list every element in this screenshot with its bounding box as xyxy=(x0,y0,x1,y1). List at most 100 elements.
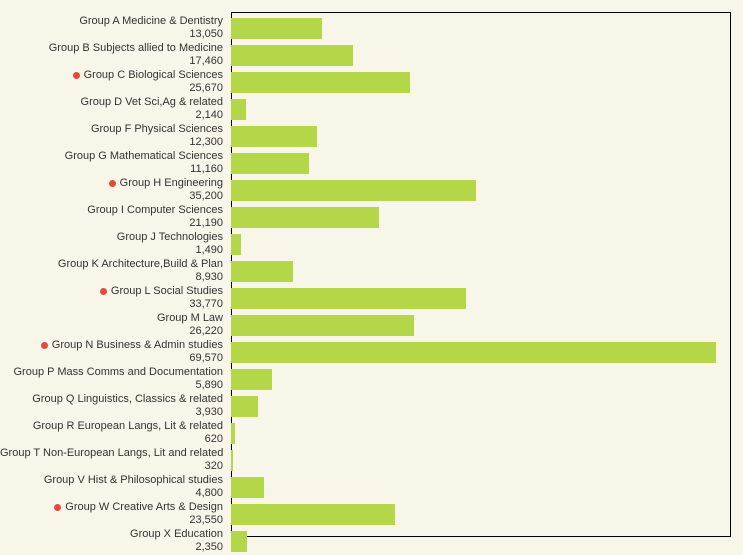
chart-row: Group Q Linguistics, Classics & related3… xyxy=(0,393,731,420)
row-labels: Group F Physical Sciences12,300 xyxy=(0,123,228,149)
chart-row: Group F Physical Sciences12,300 xyxy=(0,123,731,150)
bar xyxy=(231,261,293,282)
chart-row: Group W Creative Arts & Design23,550 xyxy=(0,501,731,528)
category-label-text: Group A Medicine & Dentistry xyxy=(79,15,223,27)
category-label: Group J Technologies xyxy=(0,231,223,244)
chart-row: Group D Vet Sci,Ag & related2,140 xyxy=(0,96,731,123)
category-label-text: Group Q Linguistics, Classics & related xyxy=(32,393,223,405)
category-label-text: Group H Engineering xyxy=(120,177,223,189)
category-label-text: Group V Hist & Philosophical studies xyxy=(44,474,223,486)
category-label-text: Group N Business & Admin studies xyxy=(52,339,223,351)
category-label: Group R European Langs, Lit & related xyxy=(0,420,223,433)
category-label: Group P Mass Comms and Documentation xyxy=(0,366,223,379)
chart-row: Group J Technologies1,490 xyxy=(0,231,731,258)
row-labels: Group G Mathematical Sciences11,160 xyxy=(0,150,228,176)
chart-row: Group H Engineering35,200 xyxy=(0,177,731,204)
bar-track xyxy=(231,72,719,93)
category-label-text: Group B Subjects allied to Medicine xyxy=(49,42,223,54)
row-labels: Group C Biological Sciences25,670 xyxy=(0,69,228,95)
category-label-text: Group P Mass Comms and Documentation xyxy=(14,366,224,378)
value-label: 320 xyxy=(0,460,223,473)
category-label: Group Q Linguistics, Classics & related xyxy=(0,393,223,406)
chart-row: Group L Social Studies33,770 xyxy=(0,285,731,312)
category-label-text: Group K Architecture,Build & Plan xyxy=(58,258,223,270)
row-labels: Group T Non-European Langs, Lit and rela… xyxy=(0,447,228,473)
row-labels: Group W Creative Arts & Design23,550 xyxy=(0,501,228,527)
highlight-marker-icon xyxy=(109,180,116,187)
row-labels: Group K Architecture,Build & Plan8,930 xyxy=(0,258,228,284)
bar-track xyxy=(231,207,719,228)
bar-track xyxy=(231,477,719,498)
chart-row: Group G Mathematical Sciences11,160 xyxy=(0,150,731,177)
value-label: 17,460 xyxy=(0,55,223,68)
bar-track xyxy=(231,450,719,471)
category-label: Group T Non-European Langs, Lit and rela… xyxy=(0,447,223,460)
row-labels: Group L Social Studies33,770 xyxy=(0,285,228,311)
value-label: 35,200 xyxy=(0,190,223,203)
bar-track xyxy=(231,153,719,174)
row-labels: Group I Computer Sciences21,190 xyxy=(0,204,228,230)
category-label-text: Group D Vet Sci,Ag & related xyxy=(81,96,223,108)
row-labels: Group P Mass Comms and Documentation5,89… xyxy=(0,366,228,392)
category-label: Group F Physical Sciences xyxy=(0,123,223,136)
bar xyxy=(231,423,235,444)
category-label: Group I Computer Sciences xyxy=(0,204,223,217)
bar-track xyxy=(231,45,719,66)
category-label-text: Group F Physical Sciences xyxy=(91,123,223,135)
value-label: 21,190 xyxy=(0,217,223,230)
bar-track xyxy=(231,369,719,390)
value-label: 5,890 xyxy=(0,379,223,392)
chart-row: Group X Education2,350 xyxy=(0,528,731,555)
bar-track xyxy=(231,126,719,147)
row-labels: Group M Law26,220 xyxy=(0,312,228,338)
category-label: Group A Medicine & Dentistry xyxy=(0,15,223,28)
category-label: Group D Vet Sci,Ag & related xyxy=(0,96,223,109)
bar xyxy=(231,315,414,336)
row-labels: Group J Technologies1,490 xyxy=(0,231,228,257)
chart-row: Group A Medicine & Dentistry13,050 xyxy=(0,15,731,42)
category-label: Group M Law xyxy=(0,312,223,325)
bar-track xyxy=(231,234,719,255)
bar-track xyxy=(231,99,719,120)
row-labels: Group V Hist & Philosophical studies4,80… xyxy=(0,474,228,500)
row-labels: Group A Medicine & Dentistry13,050 xyxy=(0,15,228,41)
bar-track xyxy=(231,504,719,525)
category-label: Group V Hist & Philosophical studies xyxy=(0,474,223,487)
bar xyxy=(231,99,246,120)
bar-track xyxy=(231,342,719,363)
bar xyxy=(231,369,272,390)
chart-row: Group R European Langs, Lit & related620 xyxy=(0,420,731,447)
value-label: 2,350 xyxy=(0,541,223,554)
bar xyxy=(231,153,309,174)
category-label-text: Group R European Langs, Lit & related xyxy=(33,420,223,432)
bar xyxy=(231,72,410,93)
value-label: 25,670 xyxy=(0,82,223,95)
row-labels: Group R European Langs, Lit & related620 xyxy=(0,420,228,446)
highlight-marker-icon xyxy=(54,504,61,511)
category-label: Group L Social Studies xyxy=(0,285,223,298)
chart-row: Group M Law26,220 xyxy=(0,312,731,339)
value-label: 69,570 xyxy=(0,352,223,365)
chart-row: Group K Architecture,Build & Plan8,930 xyxy=(0,258,731,285)
bar-track xyxy=(231,423,719,444)
bar xyxy=(231,234,241,255)
value-label: 620 xyxy=(0,433,223,446)
category-label: Group W Creative Arts & Design xyxy=(0,501,223,514)
category-label-text: Group G Mathematical Sciences xyxy=(65,150,223,162)
chart-row: Group C Biological Sciences25,670 xyxy=(0,69,731,96)
value-label: 4,800 xyxy=(0,487,223,500)
category-label-text: Group J Technologies xyxy=(117,231,223,243)
chart-row: Group P Mass Comms and Documentation5,89… xyxy=(0,366,731,393)
highlight-marker-icon xyxy=(73,72,80,79)
category-label-text: Group I Computer Sciences xyxy=(87,204,223,216)
bar xyxy=(231,180,476,201)
value-label: 26,220 xyxy=(0,325,223,338)
category-label: Group G Mathematical Sciences xyxy=(0,150,223,163)
chart-row: Group B Subjects allied to Medicine17,46… xyxy=(0,42,731,69)
value-label: 33,770 xyxy=(0,298,223,311)
row-labels: Group B Subjects allied to Medicine17,46… xyxy=(0,42,228,68)
bar xyxy=(231,504,395,525)
value-label: 23,550 xyxy=(0,514,223,527)
row-labels: Group X Education2,350 xyxy=(0,528,228,554)
value-label: 2,140 xyxy=(0,109,223,122)
